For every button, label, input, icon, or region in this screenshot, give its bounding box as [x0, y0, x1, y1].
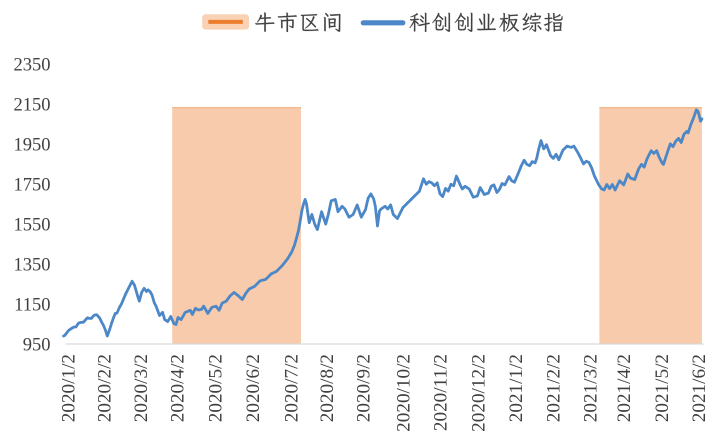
- svg-text:2020/7/2: 2020/7/2: [281, 354, 302, 422]
- svg-text:2021/1/2: 2021/1/2: [506, 354, 527, 422]
- svg-text:1350: 1350: [14, 256, 51, 276]
- svg-text:2020/1/2: 2020/1/2: [59, 354, 80, 422]
- svg-text:2021/3/2: 2021/3/2: [581, 354, 602, 422]
- svg-text:2150: 2150: [14, 96, 51, 116]
- svg-text:2021/2/2: 2021/2/2: [543, 354, 564, 422]
- svg-text:1550: 1550: [14, 216, 51, 236]
- svg-text:1950: 1950: [14, 136, 51, 156]
- svg-text:950: 950: [23, 336, 51, 356]
- svg-text:2020/3/2: 2020/3/2: [131, 354, 152, 422]
- svg-text:2350: 2350: [14, 56, 51, 76]
- svg-text:2020/11/2: 2020/11/2: [430, 354, 451, 431]
- svg-text:2021/6/2: 2021/6/2: [689, 354, 710, 422]
- svg-text:2020/10/2: 2020/10/2: [394, 354, 415, 432]
- svg-text:1750: 1750: [14, 176, 51, 196]
- svg-text:2021/5/2: 2021/5/2: [652, 354, 673, 422]
- svg-text:2020/6/2: 2020/6/2: [243, 354, 264, 422]
- svg-text:1150: 1150: [14, 296, 50, 316]
- svg-text:2020/12/2: 2020/12/2: [468, 354, 489, 432]
- svg-text:2021/4/2: 2021/4/2: [614, 354, 635, 422]
- svg-text:2020/9/2: 2020/9/2: [354, 354, 375, 422]
- svg-text:2020/8/2: 2020/8/2: [317, 354, 338, 422]
- svg-text:2020/5/2: 2020/5/2: [206, 354, 227, 422]
- svg-text:2020/2/2: 2020/2/2: [95, 354, 116, 422]
- svg-text:2020/4/2: 2020/4/2: [168, 354, 189, 422]
